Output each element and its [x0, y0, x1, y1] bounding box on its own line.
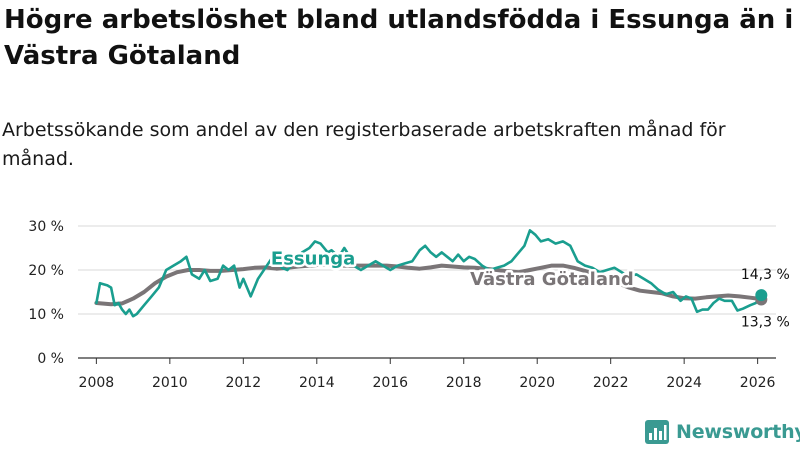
essunga-end-value-label: 14,3 % [741, 267, 790, 283]
essunga-label: Essunga [271, 249, 355, 270]
x-tick-label: 2026 [740, 375, 776, 391]
x-tick-label: 2016 [372, 375, 408, 391]
x-tick-label: 2008 [79, 375, 115, 391]
x-tick-label: 2020 [519, 375, 555, 391]
y-tick-label: 30 % [28, 219, 64, 235]
x-tick-label: 2014 [299, 375, 335, 391]
vastra-gotaland-label: Västra Götaland [470, 269, 634, 290]
x-tick-label: 2024 [666, 375, 702, 391]
essunga-label-halo: Essunga [271, 249, 355, 270]
vastra-gotaland-end-value-label: 13,3 % [741, 314, 790, 330]
chart-subtitle: Arbetssökande som andel av den registerb… [2, 119, 726, 170]
series-line-essunga [95, 229, 763, 318]
axes: 0 % 10 % 20 % 30 % 2008 2010 2012 2014 2016 2018 2… [28, 219, 776, 391]
vastra-gotaland-label-halo: Västra Götaland [470, 269, 634, 290]
newsworthy-brand[interactable]: Newsworthy [644, 417, 800, 447]
y-tick-label: 10 % [28, 307, 64, 323]
chart-title: Högre arbetslöshet bland utlandsfödda i … [4, 5, 794, 71]
x-tick-label: 2018 [446, 375, 482, 391]
y-tick-label: 20 % [28, 263, 64, 279]
series-lines [94, 229, 764, 318]
end-marker [755, 289, 768, 302]
series-line-vstra-gtaland [94, 262, 764, 307]
y-tick-label: 0 % [37, 351, 64, 367]
newsworthy-logo-icon [645, 420, 669, 444]
newsworthy-wordmark: Newsworthy [676, 421, 800, 443]
x-tick-label: 2022 [593, 375, 629, 391]
x-tick-label: 2012 [225, 375, 261, 391]
x-tick-label: 2010 [152, 375, 188, 391]
